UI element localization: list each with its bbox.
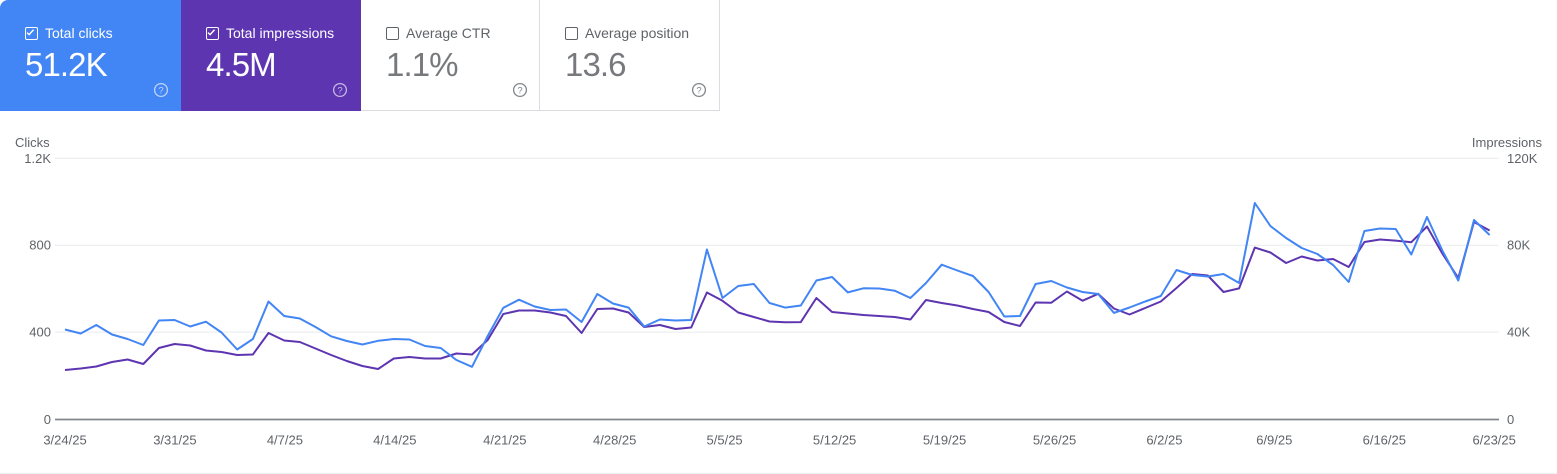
svg-text:6/23/25: 6/23/25 — [1473, 433, 1516, 448]
svg-text:1.2K: 1.2K — [24, 151, 51, 166]
svg-text:?: ? — [517, 86, 522, 97]
svg-text:5/26/25: 5/26/25 — [1033, 433, 1076, 448]
svg-text:3/31/25: 3/31/25 — [153, 433, 196, 448]
svg-text:120K: 120K — [1507, 151, 1538, 166]
svg-text:3/24/25: 3/24/25 — [43, 433, 86, 448]
svg-text:0: 0 — [44, 412, 51, 427]
svg-text:6/9/25: 6/9/25 — [1256, 433, 1292, 448]
svg-text:?: ? — [338, 86, 343, 97]
svg-text:80K: 80K — [1507, 238, 1530, 253]
svg-text:?: ? — [696, 86, 701, 97]
svg-text:4/14/25: 4/14/25 — [373, 433, 416, 448]
svg-text:4/28/25: 4/28/25 — [593, 433, 636, 448]
svg-text:5/19/25: 5/19/25 — [923, 433, 966, 448]
svg-text:40K: 40K — [1507, 325, 1530, 340]
svg-text:0: 0 — [1507, 412, 1514, 427]
svg-text:5/5/25: 5/5/25 — [707, 433, 743, 448]
svg-text:4/21/25: 4/21/25 — [483, 433, 526, 448]
svg-text:6/16/25: 6/16/25 — [1363, 433, 1406, 448]
svg-text:4/7/25: 4/7/25 — [267, 433, 303, 448]
svg-text:6/2/25: 6/2/25 — [1146, 433, 1182, 448]
svg-text:Clicks: Clicks — [15, 135, 50, 150]
svg-text:Impressions: Impressions — [1472, 135, 1543, 150]
svg-text:?: ? — [158, 86, 163, 97]
svg-text:5/12/25: 5/12/25 — [813, 433, 856, 448]
svg-text:800: 800 — [29, 238, 51, 253]
svg-text:400: 400 — [29, 325, 51, 340]
